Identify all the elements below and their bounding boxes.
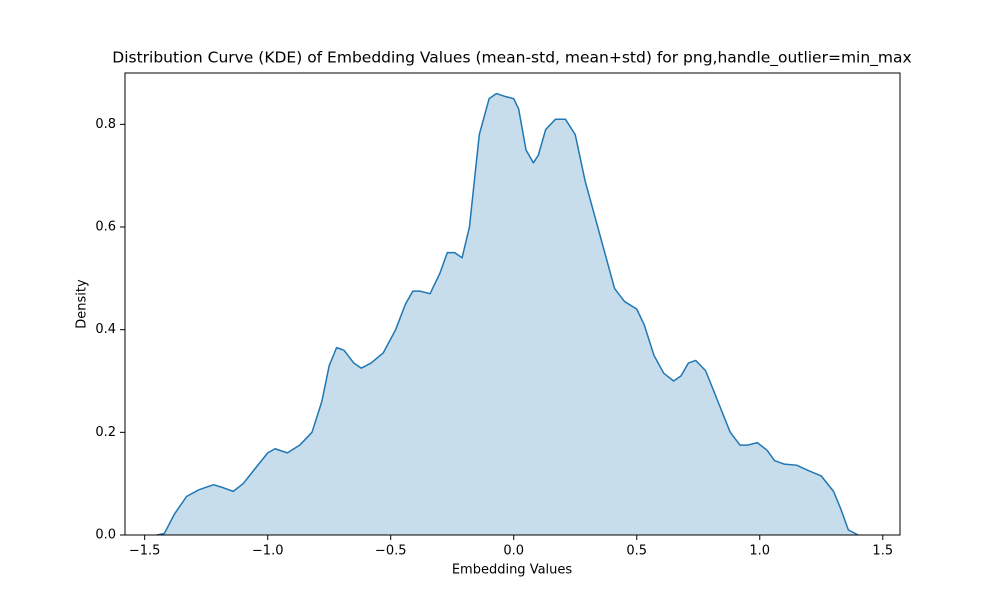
y-axis-label: Density bbox=[75, 279, 90, 329]
x-tick-label: 1.0 bbox=[749, 544, 770, 559]
y-tick-label: 0.8 bbox=[95, 117, 116, 132]
y-tick-label: 0.4 bbox=[95, 322, 116, 337]
y-tick-label: 0.6 bbox=[95, 220, 116, 235]
kde-area bbox=[156, 93, 859, 535]
chart-title: Distribution Curve (KDE) of Embedding Va… bbox=[112, 49, 911, 68]
x-tick-label: 1.5 bbox=[872, 544, 893, 559]
plot-frame bbox=[124, 72, 901, 536]
x-tick-label: −1.5 bbox=[129, 544, 161, 559]
y-tick-label: 0.2 bbox=[95, 425, 116, 440]
x-tick-label: 0.5 bbox=[626, 544, 647, 559]
x-tick-label: −1.0 bbox=[252, 544, 284, 559]
x-tick-label: 0.0 bbox=[503, 544, 524, 559]
x-axis-label: Embedding Values bbox=[452, 563, 573, 578]
kde-line bbox=[156, 92, 859, 536]
x-tick-label: −0.5 bbox=[375, 544, 407, 559]
y-tick-label: 0.0 bbox=[95, 528, 116, 543]
